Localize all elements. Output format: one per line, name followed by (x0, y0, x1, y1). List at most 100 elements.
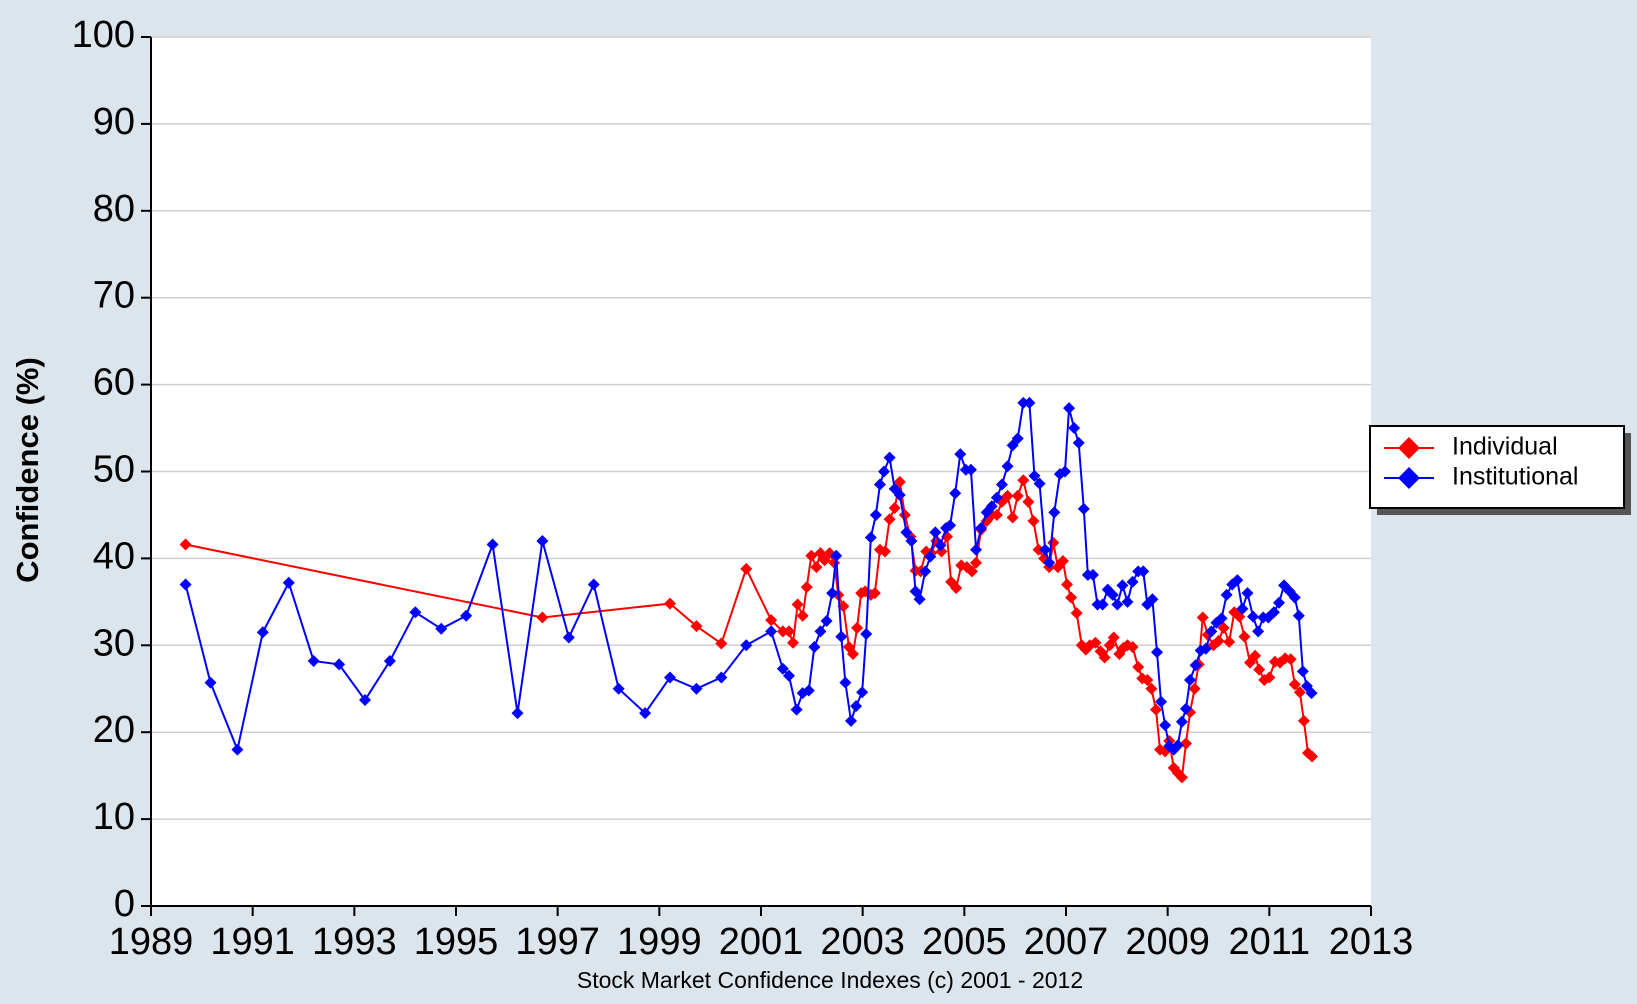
data-point (1070, 607, 1083, 620)
data-point (964, 463, 977, 476)
data-point (782, 625, 795, 638)
data-point (179, 538, 192, 551)
data-point (1215, 612, 1228, 625)
data-point (1137, 565, 1150, 578)
data-point (1171, 739, 1184, 752)
data-point (1272, 596, 1285, 609)
data-point (1011, 432, 1024, 445)
data-point (869, 508, 882, 521)
data-point (1011, 489, 1024, 502)
data-point (486, 538, 499, 551)
data-point (975, 521, 988, 534)
y-tick-label: 40 (93, 535, 135, 577)
x-tick-label: 1997 (515, 921, 600, 963)
data-point (1267, 606, 1280, 619)
data-point (893, 475, 906, 488)
data-point (1006, 439, 1019, 452)
data-point (1247, 610, 1260, 623)
data-point (639, 707, 652, 720)
data-point (1188, 682, 1201, 695)
data-point (995, 478, 1008, 491)
data-point (1061, 578, 1074, 591)
data-point (1068, 422, 1081, 435)
data-point (860, 628, 873, 641)
data-point (690, 620, 703, 633)
data-point (1159, 719, 1172, 732)
data-point (1217, 621, 1230, 634)
data-point (1241, 587, 1254, 600)
data-point (1199, 642, 1212, 655)
data-point (883, 451, 896, 464)
x-tick-label: 1995 (414, 921, 499, 963)
y-tick-label: 100 (72, 14, 135, 56)
data-point (776, 625, 789, 638)
data-point (814, 625, 827, 638)
data-point (1116, 579, 1129, 592)
data-point (179, 578, 192, 591)
data-point (231, 743, 244, 756)
data-point (690, 682, 703, 695)
data-point (1155, 695, 1168, 708)
data-point (847, 647, 860, 660)
data-point (1141, 674, 1154, 687)
y-tick-label: 30 (93, 622, 135, 664)
y-tick-label: 10 (93, 796, 135, 838)
data-point (893, 488, 906, 501)
data-point (1126, 641, 1139, 654)
data-point (1022, 495, 1035, 508)
data-point (805, 549, 818, 562)
legend-label: Institutional (1452, 463, 1578, 491)
data-point (990, 491, 1003, 504)
data-point (1244, 656, 1257, 669)
data-point (905, 535, 918, 548)
data-point (934, 539, 947, 552)
data-point (787, 636, 800, 649)
data-point (818, 554, 831, 567)
data-point (900, 526, 913, 539)
data-point (1223, 635, 1236, 648)
data-point (970, 543, 983, 556)
data-point (965, 565, 978, 578)
data-point (1150, 646, 1163, 659)
data-point (1111, 598, 1124, 611)
data-point (1086, 568, 1099, 581)
data-point (970, 556, 983, 569)
data-point (954, 448, 967, 461)
data-point (1107, 631, 1120, 644)
data-point (1238, 630, 1251, 643)
data-point (776, 662, 789, 675)
data-point (1179, 737, 1192, 750)
data-point (664, 671, 677, 684)
data-point (1145, 682, 1158, 695)
data-point (808, 641, 821, 654)
data-point (1048, 506, 1061, 519)
data-point (796, 609, 809, 622)
data-point (256, 626, 269, 639)
data-point (826, 587, 839, 600)
data-point (1196, 611, 1209, 624)
data-point (1072, 436, 1085, 449)
y-tick-label: 80 (93, 188, 135, 230)
data-point (1098, 651, 1111, 664)
data-point (1058, 465, 1071, 478)
data-point (888, 501, 901, 514)
data-point (844, 714, 857, 727)
data-point (873, 478, 886, 491)
data-point (1033, 477, 1046, 490)
data-point (944, 519, 957, 532)
data-point (307, 654, 320, 667)
data-point (782, 669, 795, 682)
x-tick-label: 1993 (312, 921, 397, 963)
data-point (1205, 625, 1218, 638)
data-point (1027, 515, 1040, 528)
x-tick-label: 2007 (1024, 921, 1109, 963)
x-tick-label: 2009 (1125, 921, 1210, 963)
data-point (1006, 511, 1019, 524)
data-point (383, 654, 396, 667)
data-point (1284, 653, 1297, 666)
data-point (1292, 609, 1305, 622)
data-point (1189, 659, 1202, 672)
data-point (856, 686, 869, 699)
legend-marker (1398, 467, 1420, 489)
